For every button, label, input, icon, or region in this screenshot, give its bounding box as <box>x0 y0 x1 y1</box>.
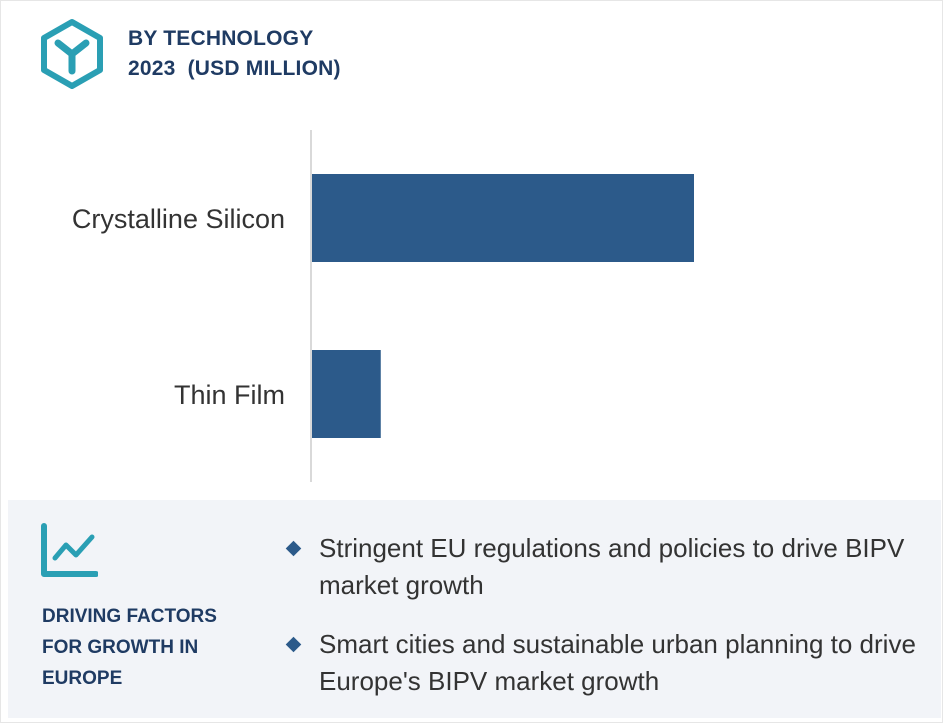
bar-crystalline-silicon <box>312 174 694 262</box>
header-title: BY TECHNOLOGY <box>128 27 314 50</box>
chart-header: BY TECHNOLOGY 2023 (USD MILLION) <box>128 24 341 84</box>
trend-chart-icon <box>41 523 98 577</box>
drivers-panel <box>8 500 941 718</box>
hexagon-y-icon <box>41 19 103 89</box>
drivers-list: Stringent EU regulations and policies to… <box>285 530 925 722</box>
bar-thin-film <box>312 350 381 438</box>
drivers-title-line: DRIVING FACTORS <box>42 606 217 627</box>
header-subtitle: 2023 (USD MILLION) <box>128 57 341 80</box>
drivers-title-line: FOR GROWTH IN <box>42 637 199 658</box>
drivers-title: DRIVING FACTORS FOR GROWTH IN EUROPE <box>42 601 217 694</box>
drivers-title-line: EUROPE <box>42 668 123 689</box>
category-label: Crystalline Silicon <box>72 204 285 234</box>
category-label: Thin Film <box>174 380 285 410</box>
bar-chart: Crystalline Silicon Thin Film <box>72 130 694 482</box>
diamond-bullet-icon <box>285 636 302 653</box>
diamond-bullet-icon <box>285 540 302 557</box>
bars-layer <box>312 174 694 438</box>
labels-layer: Crystalline Silicon Thin Film <box>72 204 285 410</box>
driver-item: Smart cities and sustainable urban plann… <box>285 626 925 700</box>
driver-text: Stringent EU regulations and policies to… <box>319 533 905 600</box>
driver-item: Stringent EU regulations and policies to… <box>285 530 925 604</box>
driver-text: Smart cities and sustainable urban plann… <box>319 629 916 696</box>
